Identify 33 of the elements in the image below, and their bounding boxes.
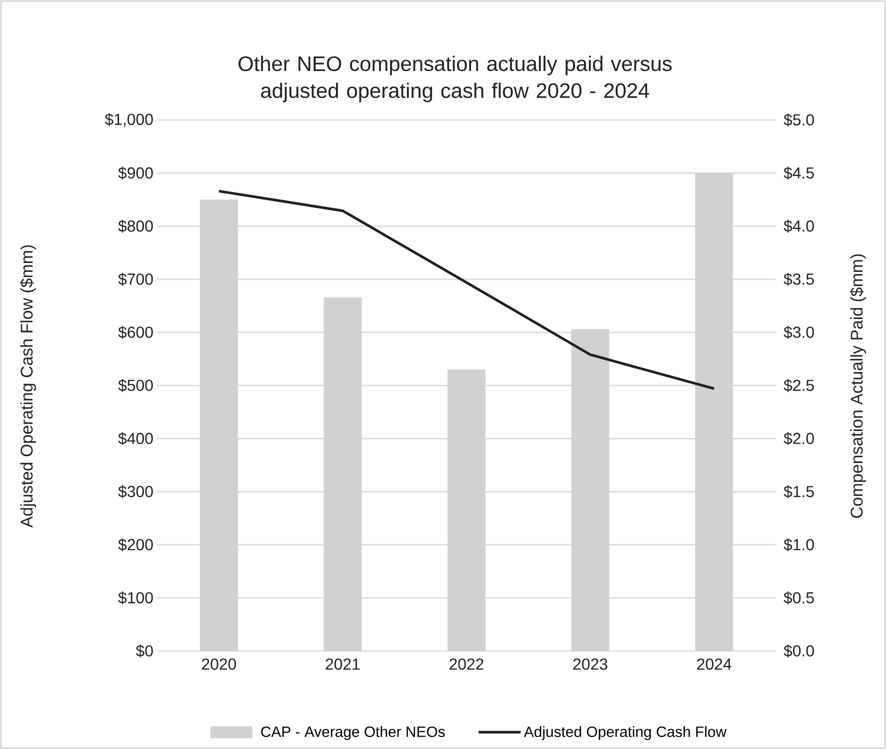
y2-tick-label: $2.0	[784, 432, 814, 446]
y-tick-label: $600	[118, 326, 153, 339]
y-tick-label: $800	[118, 220, 153, 233]
line-series	[218, 190, 716, 390]
y-tick-label: $100	[118, 591, 153, 604]
y2-tick-label: $2.5	[784, 379, 814, 392]
x-tick-label: 2023	[573, 658, 608, 670]
x-tick-label: 2021	[326, 658, 360, 670]
y2-tick-label: $1.5	[784, 485, 814, 498]
legend-label: Adjusted Operating Cash Flow	[524, 726, 727, 740]
y-tick-label: $700	[118, 272, 153, 286]
y-tick-label: $400	[118, 432, 153, 446]
y-tick-label: $1,000	[104, 113, 153, 127]
y2-tick-label: $0.0	[784, 644, 814, 658]
y2-tick-label: $0.5	[784, 591, 814, 604]
x-tick-label: 2024	[697, 658, 732, 670]
y-tick-label: $500	[118, 379, 153, 392]
x-tick-label: 2022	[450, 658, 484, 670]
y-tick-label: $0	[136, 644, 153, 658]
y2-tick-label: $1.0	[784, 538, 814, 552]
y-tick-label: $200	[118, 538, 153, 552]
y2-tick-label: $4.0	[784, 220, 814, 233]
x-tick-label: 2020	[202, 658, 236, 670]
chart-title: Other NEO compensation actually paid versus adjusted operating cash flow 2020 - 2024	[238, 56, 672, 102]
y-tick-label: $900	[118, 166, 153, 180]
y2-tick-label: $4.5	[784, 166, 814, 180]
legend-label: CAP - Average Other NEOs	[261, 726, 445, 740]
y2-tick-label: $3.0	[784, 326, 814, 339]
y2-tick-label: $3.5	[784, 272, 814, 286]
y2-axis-title: Compensation Actually Paid ($mm)	[850, 254, 866, 518]
y-axis-title: Adjusted Operating Cash Flow ($mm)	[20, 245, 36, 528]
y2-tick-label: $5.0	[784, 114, 814, 126]
y-tick-label: $300	[118, 485, 153, 498]
